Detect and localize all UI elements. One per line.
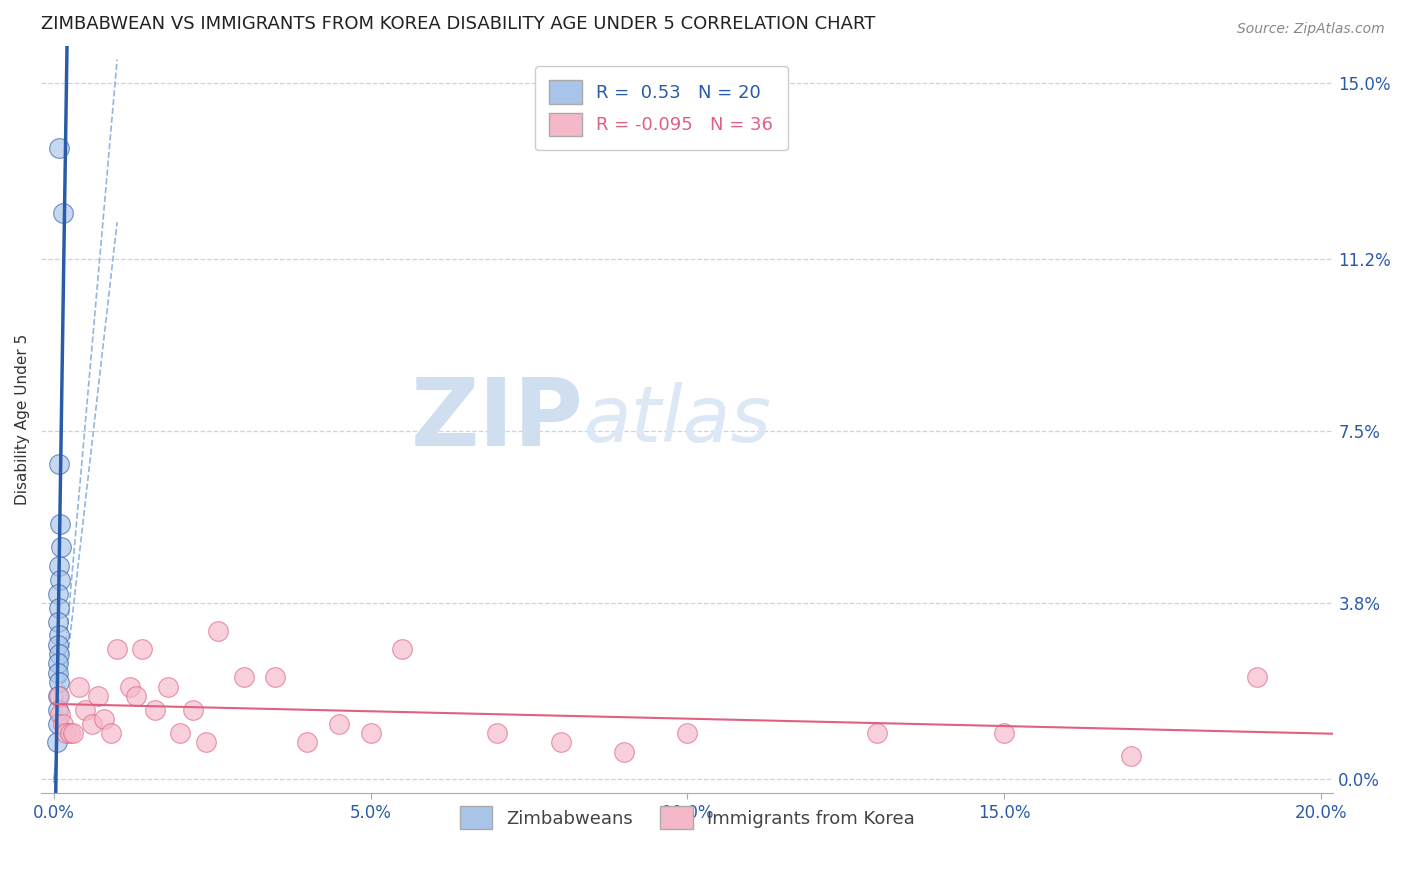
Point [156,680,179,694]
Point [46,735,69,749]
Point [46,689,69,703]
Point [264,670,287,684]
Point [207,624,229,638]
Point [100,726,122,740]
Point [48,558,70,573]
Point [75,703,97,717]
Point [46,716,69,731]
Text: ZIMBABWEAN VS IMMIGRANTS FROM KOREA DISABILITY AGE UNDER 5 CORRELATION CHART: ZIMBABWEAN VS IMMIGRANTS FROM KOREA DISA… [41,15,876,33]
Point [169,726,191,740]
Point [486,726,509,740]
Legend: Zimbabweans, Immigrants from Korea: Zimbabweans, Immigrants from Korea [453,799,922,837]
Point [181,703,204,717]
Point [46,657,69,671]
Point [48,457,70,471]
Point [93,712,115,726]
Point [59,726,82,740]
Point [67,680,90,694]
Point [80,716,103,731]
Y-axis label: Disability Age Under 5: Disability Age Under 5 [15,334,30,505]
Point [87,689,110,703]
Point [62,726,84,740]
Point [328,716,350,731]
Point [105,642,128,657]
Point [360,726,382,740]
Point [125,689,148,703]
Point [52,206,75,220]
Point [46,615,69,629]
Point [51,540,73,554]
Point [48,674,70,689]
Point [49,707,72,722]
Point [46,665,69,680]
Point [194,735,217,749]
Point [46,703,69,717]
Point [866,726,889,740]
Point [143,703,166,717]
Point [48,600,70,615]
Point [55,726,77,740]
Point [391,642,413,657]
Point [46,587,69,601]
Point [232,670,254,684]
Point [118,680,141,694]
Text: Source: ZipAtlas.com: Source: ZipAtlas.com [1237,22,1385,37]
Point [48,628,70,642]
Point [295,735,318,749]
Point [48,141,70,155]
Point [550,735,572,749]
Point [1119,749,1142,764]
Point [46,638,69,652]
Point [993,726,1015,740]
Point [1246,670,1268,684]
Point [131,642,153,657]
Point [49,516,72,531]
Point [48,647,70,661]
Point [48,689,70,703]
Point [676,726,699,740]
Point [49,573,72,587]
Point [613,745,636,759]
Point [52,716,75,731]
Text: ZIP: ZIP [411,374,583,466]
Text: atlas: atlas [583,382,772,458]
